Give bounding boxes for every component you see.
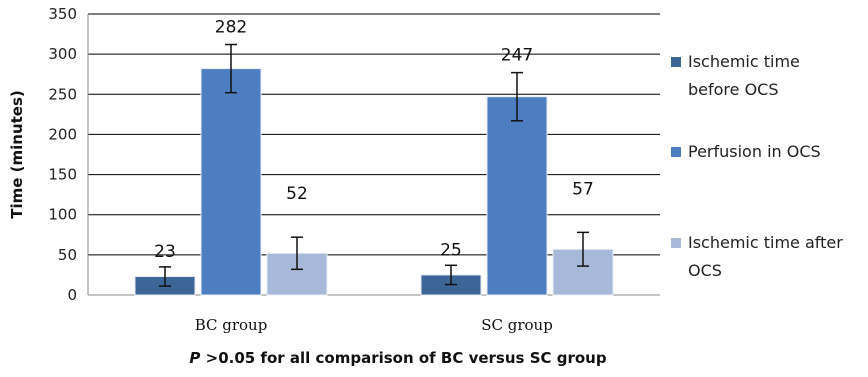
data-label: 247	[501, 46, 533, 66]
footnote-text: >0.05 for all comparison of BC versus SC…	[200, 349, 606, 367]
y-tick-label: 150	[48, 166, 77, 184]
legend-label: before OCS	[688, 80, 779, 99]
legend-swatch	[671, 57, 681, 67]
footnote: P >0.05 for all comparison of BC versus …	[189, 349, 606, 367]
legend-label: OCS	[688, 261, 722, 280]
y-tick-label: 200	[48, 125, 77, 143]
legend-swatch	[671, 147, 681, 157]
legend-label: Perfusion in OCS	[688, 142, 821, 161]
bars	[134, 68, 614, 296]
x-axis-categories: BC group SC group	[195, 316, 553, 334]
y-tick-label: 350	[48, 5, 77, 23]
legend-label: Ischemic time	[688, 52, 800, 71]
y-tick-label: 300	[48, 45, 77, 63]
y-tick-label: 100	[48, 206, 77, 224]
y-tick-label: 0	[67, 286, 77, 304]
category-label: BC group	[195, 316, 268, 334]
y-tick-label: 50	[58, 246, 77, 264]
bar	[200, 68, 262, 296]
data-label: 23	[154, 242, 176, 262]
error-bars	[159, 43, 589, 287]
legend-label: Ischemic time after	[688, 233, 843, 252]
bar	[486, 96, 548, 296]
data-label: 282	[215, 18, 247, 38]
y-tick-label: 250	[48, 85, 77, 103]
legend: Ischemic time before OCS Perfusion in OCS I…	[671, 52, 843, 280]
data-label: 57	[572, 179, 594, 199]
data-labels: 23 282 52 25 247 57	[154, 18, 594, 262]
footnote-p: P	[189, 349, 200, 367]
legend-swatch	[671, 238, 681, 248]
gridlines	[88, 13, 660, 296]
data-label: 52	[286, 184, 308, 204]
data-label: 25	[440, 240, 462, 260]
y-axis-ticks: 0 50 100 150 200 250 300 350	[48, 5, 77, 304]
y-axis-label: Time (minutes)	[8, 90, 26, 219]
category-label: SC group	[481, 316, 553, 334]
